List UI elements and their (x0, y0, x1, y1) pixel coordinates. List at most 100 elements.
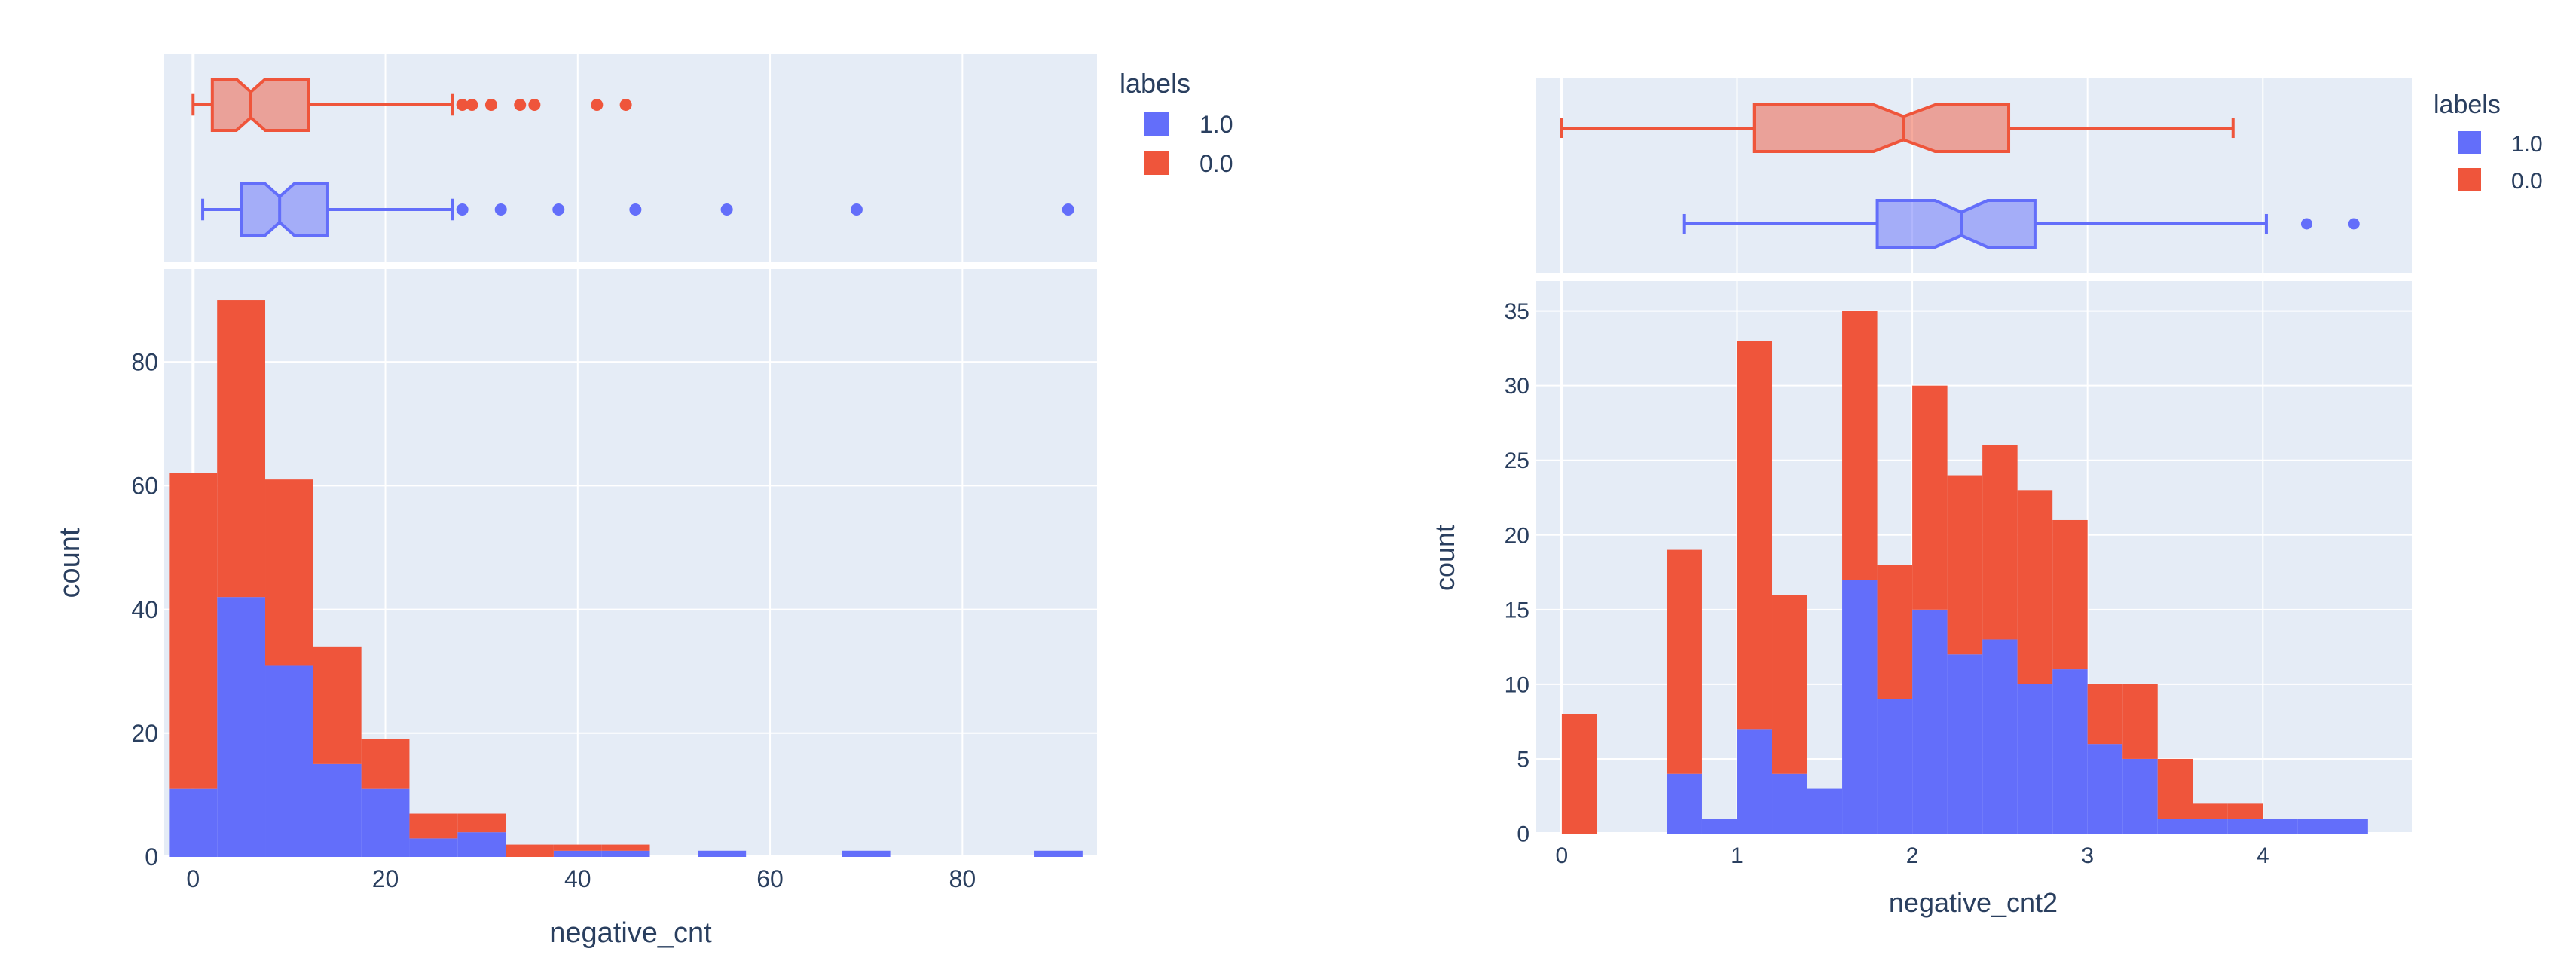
bar-series-1-0 (1912, 609, 1948, 834)
bar-series-0-0 (457, 813, 506, 833)
y-tick-label: 60 (131, 473, 158, 500)
bar-series-0-0 (217, 300, 266, 598)
bar-series-1-0 (217, 597, 266, 857)
chart-1-legend-label-1: 1.0 (1199, 111, 1233, 138)
box-body (240, 182, 329, 237)
x-tick-label: 40 (564, 865, 591, 892)
box-outlier-point (2348, 218, 2360, 230)
bar-series-1-0 (2157, 819, 2193, 834)
bar-series-0-0 (2157, 758, 2193, 819)
x-tick-label: 20 (372, 865, 399, 892)
chart-1-bars (169, 300, 1083, 857)
bar-series-1-0 (601, 850, 650, 857)
y-tick-label: 5 (1517, 747, 1529, 772)
box-outlier-point (456, 99, 469, 111)
box-outlier-point (494, 203, 507, 216)
box-outlier-point (456, 203, 469, 216)
chart-2-legend-label-0: 0.0 (2511, 169, 2543, 194)
y-tick-label: 0 (145, 843, 158, 871)
box-plot-1-0 (1682, 199, 2360, 249)
y-tick-label: 15 (1505, 598, 1529, 623)
box-plot-1-0 (201, 182, 1074, 237)
bar-series-1-0 (1982, 639, 2018, 834)
bar-series-0-0 (1982, 445, 2018, 640)
chart-1-legend-swatch-0 (1144, 151, 1169, 175)
bar-series-0-0 (361, 739, 410, 789)
y-tick-label: 35 (1505, 299, 1529, 324)
bar-series-1-0 (1772, 773, 1807, 834)
bar-series-1-0 (842, 850, 891, 857)
chart-2-bars (1561, 311, 2368, 834)
box-outlier-point (591, 99, 604, 111)
bar-series-0-0 (1737, 341, 1773, 730)
bar-series-1-0 (1842, 580, 1878, 834)
chart-1-legend-swatch-1 (1144, 112, 1169, 136)
box-outlier-point (629, 203, 642, 216)
box-outlier-point (466, 99, 478, 111)
chart-2-tick-labels: 0 1 2 3 4 0 5 10 15 20 25 30 35 (1505, 299, 2269, 868)
bar-series-1-0 (169, 788, 218, 857)
y-tick-label: 10 (1505, 672, 1529, 697)
bar-series-1-0 (2193, 819, 2228, 834)
x-tick-label: 2 (1906, 843, 1919, 868)
bar-series-1-0 (409, 838, 458, 857)
box-outlier-point (552, 203, 565, 216)
bar-series-0-0 (601, 844, 650, 851)
x-tick-label: 0 (1556, 843, 1569, 868)
chart-2-legend-label-1: 1.0 (2511, 132, 2543, 157)
x-tick-label: 4 (2257, 843, 2269, 868)
box-outlier-point (514, 99, 527, 111)
y-tick-label: 25 (1505, 448, 1529, 473)
box-outlier-point (1062, 203, 1074, 216)
bar-series-0-0 (2052, 519, 2088, 670)
bar-series-1-0 (361, 788, 410, 857)
chart-2-legend: labels 1.0 0.0 (2434, 90, 2543, 194)
bar-series-0-0 (1561, 714, 1597, 834)
bar-series-0-0 (1912, 385, 1948, 610)
bar-series-1-0 (2052, 669, 2088, 834)
chart-1-box-plots (191, 78, 1074, 237)
box-plot-0-0 (1560, 103, 2235, 153)
bar-series-1-0 (313, 763, 362, 857)
bar-series-1-0 (2122, 758, 2158, 834)
chart-2-box-plots (1560, 103, 2360, 249)
box-plot-0-0 (191, 78, 632, 132)
chart-2-x-axis-label: negative_cnt2 (1889, 887, 2058, 918)
box-body (1752, 103, 2011, 153)
box-outlier-point (850, 203, 863, 216)
x-tick-label: 0 (186, 865, 200, 892)
bar-series-1-0 (2087, 744, 2123, 834)
chart-2-legend-swatch-0 (2458, 168, 2481, 191)
y-tick-label: 20 (131, 720, 158, 747)
bar-series-1-0 (1034, 850, 1083, 857)
y-tick-label: 30 (1505, 374, 1529, 399)
bar-series-0-0 (1877, 565, 1913, 699)
bar-series-1-0 (1701, 819, 1737, 834)
chart-1-legend-title: labels (1120, 68, 1190, 99)
box-outlier-point (484, 99, 497, 111)
box-outlier-point (619, 99, 632, 111)
bar-series-1-0 (2297, 819, 2333, 834)
bar-series-0-0 (553, 844, 602, 851)
chart-1-tick-labels: 0 20 40 60 80 0 20 40 60 80 (131, 348, 976, 892)
bar-series-0-0 (1667, 549, 1702, 774)
bar-series-1-0 (698, 850, 747, 857)
box-outlier-point (2300, 218, 2312, 230)
box-outlier-point (528, 99, 541, 111)
x-tick-label: 1 (1731, 843, 1743, 868)
bar-series-0-0 (1772, 595, 1807, 774)
chart-1: 0 20 40 60 80 0 20 40 60 80 negative_cnt count la… (54, 54, 1233, 949)
chart-1-legend-label-0: 0.0 (1199, 150, 1233, 177)
bar-series-0-0 (313, 646, 362, 764)
bar-series-1-0 (2263, 819, 2298, 834)
box-outlier-point (720, 203, 733, 216)
bar-series-0-0 (506, 844, 554, 857)
bar-series-1-0 (2017, 684, 2053, 834)
x-tick-label: 60 (756, 865, 784, 892)
bar-series-0-0 (409, 813, 458, 839)
bar-series-1-0 (1737, 729, 1773, 834)
bar-series-1-0 (265, 665, 313, 857)
bar-series-1-0 (1807, 788, 1843, 834)
